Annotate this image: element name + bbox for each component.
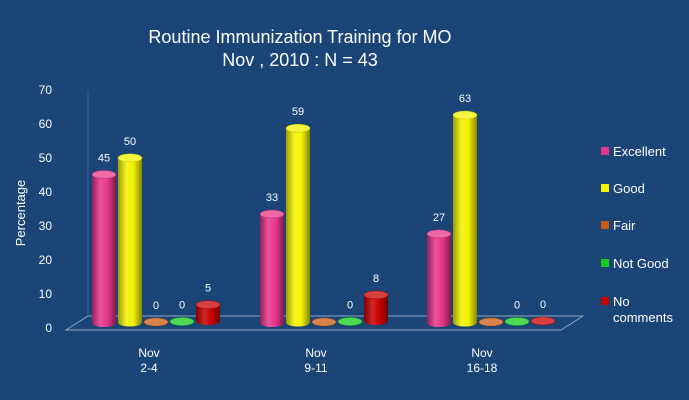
legend-swatch — [601, 184, 609, 192]
x-tick-label: 16-18 — [467, 361, 498, 375]
data-label: 8 — [373, 273, 379, 285]
bar-not-good — [169, 317, 195, 326]
bar-not-good — [337, 317, 363, 326]
chart-title: Routine Immunization Training for MO — [148, 27, 451, 47]
bar-good — [117, 153, 143, 327]
y-tick-label: 40 — [39, 185, 53, 199]
y-tick-label: 30 — [39, 219, 53, 233]
legend-swatch — [601, 297, 609, 305]
bar-fair — [311, 317, 337, 327]
legend-label: Fair — [613, 218, 636, 233]
legend-label: comments — [613, 310, 673, 325]
y-tick-label: 0 — [45, 321, 52, 335]
x-tick-label: Nov — [471, 346, 492, 360]
legend-label: No — [613, 294, 630, 309]
chart-subtitle: Nov , 2010 : N = 43 — [222, 50, 378, 70]
legend-label: Excellent — [613, 144, 666, 159]
data-label: 0 — [514, 300, 520, 312]
bar-good — [452, 110, 478, 327]
y-axis-label: Percentage — [13, 180, 28, 247]
data-label: 50 — [124, 136, 136, 148]
data-label: 63 — [459, 93, 471, 105]
legend-item: Excellent — [601, 144, 666, 159]
bar-fair — [143, 317, 169, 327]
bar-no-comments — [195, 300, 221, 325]
bar-no-comments — [530, 316, 556, 326]
data-label: 0 — [179, 300, 185, 312]
bar-excellent — [259, 209, 285, 327]
data-label: 0 — [347, 300, 353, 312]
legend-label: Good — [613, 181, 645, 196]
data-label: 5 — [205, 283, 211, 295]
bar-not-good — [504, 317, 530, 326]
legend-swatch — [601, 221, 609, 229]
x-tick-label: 9-11 — [304, 361, 327, 375]
x-tick-label: Nov — [138, 346, 159, 360]
bar-good — [285, 123, 311, 327]
y-tick-label: 60 — [39, 117, 53, 131]
y-tick-label: 20 — [39, 253, 53, 267]
y-tick-label: 10 — [39, 287, 53, 301]
chart-floor — [64, 315, 585, 331]
legend-item: Not Good — [601, 256, 669, 271]
data-label: 33 — [266, 192, 278, 204]
y-tick-label: 70 — [39, 83, 53, 97]
data-label: 59 — [292, 106, 304, 118]
legend-item: Fair — [601, 218, 636, 233]
y-tick-label: 50 — [39, 151, 53, 165]
x-tick-label: Nov — [305, 346, 326, 360]
legend-label: Not Good — [613, 256, 669, 271]
data-label: 45 — [98, 153, 110, 165]
bar-excellent — [91, 170, 117, 327]
legend-swatch — [601, 147, 609, 155]
bar-fair — [478, 317, 504, 327]
data-label: 0 — [540, 299, 546, 311]
bar-no-comments — [363, 290, 389, 325]
bar-excellent — [426, 229, 452, 327]
data-label: 27 — [433, 212, 445, 224]
x-tick-label: 2-4 — [140, 361, 158, 375]
legend-swatch — [601, 259, 609, 267]
legend-item: Good — [601, 181, 645, 196]
data-label: 0 — [153, 300, 159, 312]
